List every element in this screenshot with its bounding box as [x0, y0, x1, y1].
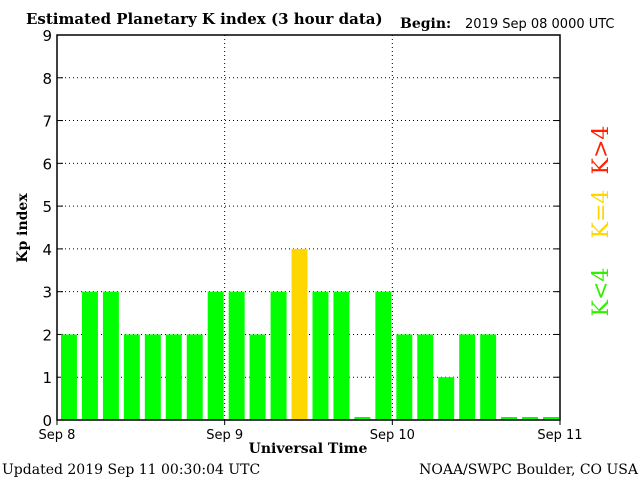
- legend-equal: K=4: [589, 190, 614, 239]
- y-tick-label: 9: [42, 27, 52, 45]
- y-tick-labels: 0 1 2 3 4 5 6 7 8 9: [42, 27, 52, 430]
- y-tick-label: 3: [42, 284, 52, 302]
- kp-bar: [61, 334, 77, 420]
- y-tick-label: 2: [42, 326, 52, 344]
- legend: K>4 K=4 K<4: [589, 126, 614, 317]
- x-axis-label: Universal Time: [249, 441, 368, 457]
- kp-bar: [333, 291, 350, 420]
- kp-bar: [123, 334, 140, 420]
- y-tick-label: 1: [42, 369, 52, 387]
- kp-bar: [144, 334, 161, 420]
- kp-bar: [522, 417, 539, 420]
- y-tick-label: 0: [42, 412, 52, 430]
- kp-bar: [543, 417, 559, 420]
- x-tick-label: Sep 11: [537, 428, 582, 443]
- kp-bar: [480, 334, 497, 420]
- y-axis-label: Kp index: [15, 193, 31, 263]
- credit-text: NOAA/SWPC Boulder, CO USA: [419, 462, 639, 478]
- kp-bar: [312, 291, 329, 420]
- x-tick-label: Sep 10: [370, 428, 415, 443]
- chart-title: Estimated Planetary K index (3 hour data…: [26, 10, 383, 28]
- x-tick-label: Sep 8: [39, 428, 76, 443]
- kp-bar: [249, 334, 266, 420]
- kp-bar: [459, 334, 476, 420]
- kp-bar: [186, 334, 203, 420]
- kp-bar: [501, 417, 518, 420]
- y-tick-label: 4: [42, 241, 52, 259]
- y-tick-label: 8: [42, 70, 52, 88]
- x-tick-label: Sep 9: [206, 428, 243, 443]
- kp-bar: [228, 291, 245, 420]
- bars: [61, 248, 559, 420]
- kp-bar: [375, 291, 392, 420]
- grid-lines: [57, 35, 560, 420]
- kp-bar: [270, 291, 287, 420]
- legend-low: K<4: [589, 268, 614, 317]
- y-tick-label: 6: [42, 155, 52, 173]
- y-tick-label: 7: [42, 113, 52, 131]
- y-tick-label: 5: [42, 198, 52, 216]
- kp-bar: [417, 334, 434, 420]
- begin-label: Begin:: [400, 16, 451, 32]
- kp-bar: [291, 248, 308, 420]
- kp-bar: [81, 291, 98, 420]
- kp-bar: [102, 291, 119, 420]
- kp-bar: [207, 291, 224, 420]
- kp-bar: [165, 334, 182, 420]
- plot-frame: [56, 34, 561, 421]
- x-tick-labels: Sep 8 Sep 9 Sep 10 Sep 11: [39, 420, 583, 443]
- kp-bar: [354, 417, 371, 420]
- legend-high: K>4: [589, 126, 614, 175]
- updated-text: Updated 2019 Sep 11 00:30:04 UTC: [2, 462, 260, 478]
- kp-bar: [438, 377, 455, 420]
- kp-bar: [396, 334, 413, 420]
- begin-value: 2019 Sep 08 0000 UTC: [465, 17, 615, 32]
